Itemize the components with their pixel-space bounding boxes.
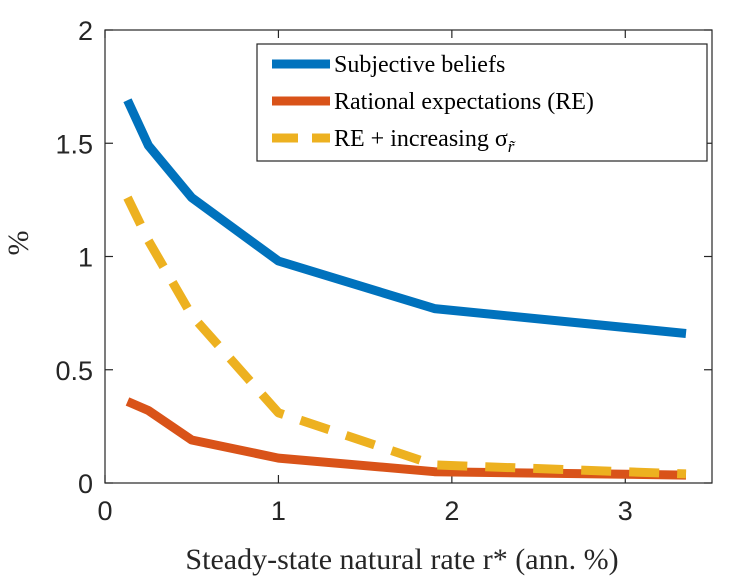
x-tick-label: 2: [444, 496, 459, 526]
legend: Subjective beliefs Rational expectations…: [256, 43, 708, 162]
legend-label-subjective-beliefs: Subjective beliefs: [334, 52, 505, 78]
y-axis-label: %: [2, 231, 35, 256]
x-tick-label: 1: [271, 496, 286, 526]
x-tick-label: 3: [618, 496, 633, 526]
legend-label-re-increasing-sigma: RE + increasing σr̃: [334, 126, 516, 156]
axes-box: [104, 29, 713, 484]
series-line-re-increasing-sigma: [123, 195, 687, 479]
x-axis-label: Steady-state natural rate r* (ann. %): [185, 543, 618, 576]
series-lines: [123, 98, 687, 480]
y-tick-label: 2: [78, 16, 93, 46]
tick-labels: 0 1 2 3 0 0.5 1 1.5 2: [55, 16, 712, 526]
series-line-rational-expectations: [125, 397, 687, 480]
series-line-subjective-beliefs: [123, 98, 687, 338]
x-tick-label: 0: [97, 496, 112, 526]
y-tick-label: 1.5: [55, 129, 93, 159]
legend-label-rational-expectations: Rational expectations (RE): [334, 89, 594, 115]
legend-box: [256, 43, 708, 162]
y-tick-label: 0.5: [55, 356, 93, 386]
y-tick-label: 1: [78, 243, 93, 273]
y-tick-label: 0: [78, 469, 93, 499]
